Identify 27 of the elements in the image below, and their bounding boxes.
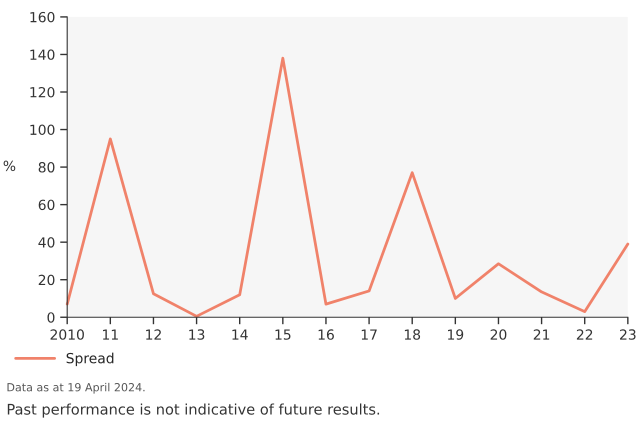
- y-tick-label: 100: [30, 124, 54, 136]
- y-tick-label: 60: [38, 200, 54, 210]
- x-tick-label: 19: [448, 329, 464, 340]
- y-axis-title: %: [4, 160, 16, 172]
- text: Past performance is not indicative of future results.: [8, 403, 380, 418]
- x-tick-label: 15: [276, 329, 290, 340]
- x-tick-label: 2010: [50, 329, 84, 340]
- y-tick-label: 140: [30, 49, 54, 60]
- x-tick-label: 16: [318, 329, 334, 340]
- y-tick-label: 80: [38, 162, 54, 173]
- x-tick-label: 11: [103, 329, 118, 340]
- y-tick-label: 0: [47, 312, 54, 323]
- y-tick-label: 40: [38, 237, 54, 248]
- legend-label: Spread: [66, 352, 114, 366]
- x-tick-label: 17: [362, 329, 377, 340]
- x-tick-label: 13: [189, 329, 204, 340]
- y-tick-label: 160: [30, 12, 54, 22]
- y-tick-label: 20: [38, 274, 54, 286]
- x-tick-label: 22: [576, 329, 592, 340]
- y-tick-label: 120: [30, 86, 54, 98]
- x-tick-label: 12: [146, 329, 161, 340]
- x-tick-label: 23: [620, 329, 636, 340]
- x-tick-label: 14: [232, 329, 248, 340]
- x-tick-label: 20: [490, 329, 506, 340]
- x-tick-label: 21: [534, 329, 550, 340]
- x-tick-label: 18: [404, 329, 420, 340]
- text: Data as at 19 April 2024.: [7, 382, 144, 394]
